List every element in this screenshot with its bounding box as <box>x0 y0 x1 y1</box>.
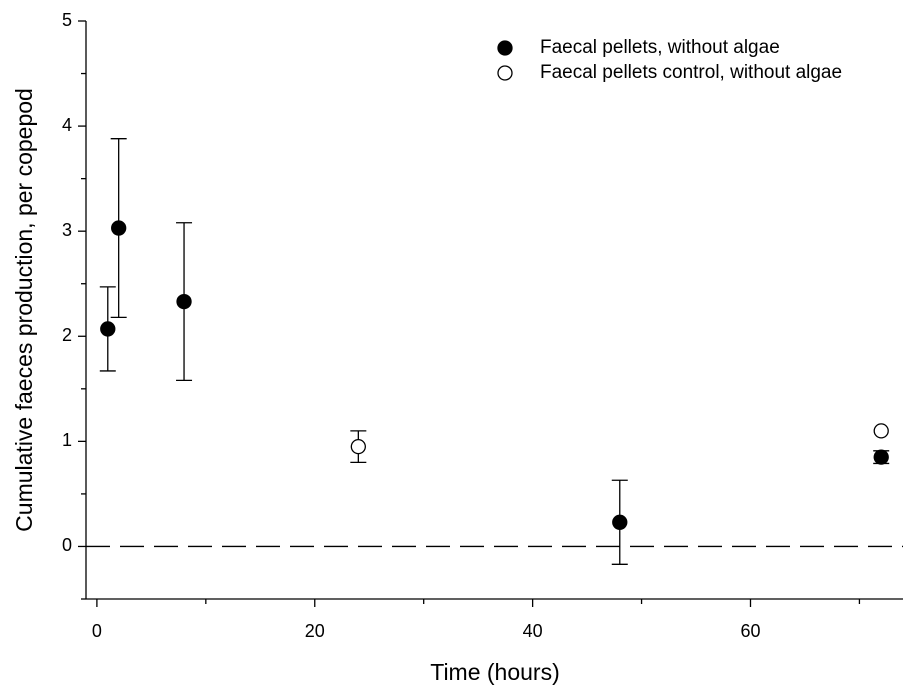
x-tick-label: 60 <box>740 621 760 641</box>
point <box>612 514 628 530</box>
y-axis-label: Cumulative faeces production, per copepo… <box>11 88 37 532</box>
x-tick-label: 40 <box>523 621 543 641</box>
y-tick-label: 3 <box>62 220 72 240</box>
legend-marker <box>497 40 513 56</box>
x-tick-label: 0 <box>92 621 102 641</box>
y-tick-label: 1 <box>62 430 72 450</box>
y-tick-label: 0 <box>62 535 72 555</box>
point <box>100 321 116 337</box>
point <box>350 438 366 455</box>
legend-label: Faecal pellets control, without algae <box>540 62 842 83</box>
x-tick-label: 20 <box>305 621 325 641</box>
point <box>176 293 192 310</box>
point <box>873 449 889 465</box>
y-tick-label: 4 <box>62 115 72 135</box>
x-axis-label: Time (hours) <box>430 659 560 685</box>
point <box>111 220 127 236</box>
y-tick-label: 5 <box>62 10 72 30</box>
legend-marker <box>497 65 513 81</box>
point <box>873 423 889 439</box>
legend-label: Faecal pellets, without algae <box>540 37 780 58</box>
y-tick-label: 2 <box>62 325 72 345</box>
